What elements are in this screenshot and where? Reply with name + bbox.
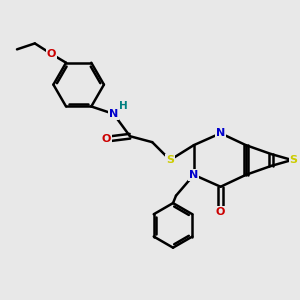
Text: O: O <box>216 207 225 217</box>
Text: O: O <box>46 49 56 59</box>
Text: N: N <box>189 170 199 180</box>
Text: N: N <box>216 128 225 138</box>
Text: H: H <box>119 100 128 111</box>
Text: N: N <box>109 109 118 119</box>
Text: O: O <box>101 134 111 144</box>
Text: S: S <box>166 155 174 165</box>
Text: S: S <box>290 155 297 165</box>
